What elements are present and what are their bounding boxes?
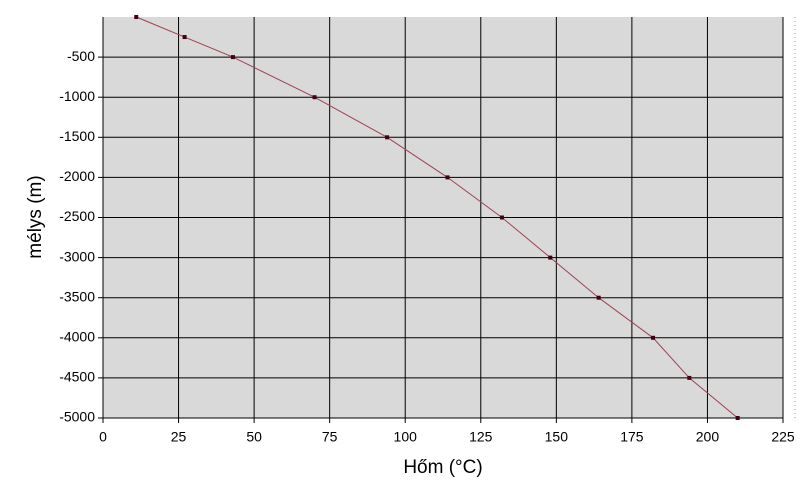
series-line bbox=[136, 16, 738, 419]
x-tick-label: 150 bbox=[545, 429, 569, 445]
point-marker bbox=[735, 416, 740, 420]
point-marker bbox=[596, 295, 601, 300]
point-marker bbox=[134, 15, 139, 19]
point-marker bbox=[385, 135, 390, 140]
x-tick-label: 175 bbox=[620, 429, 644, 445]
y-tick-label: -4500 bbox=[59, 369, 95, 385]
y-tick-label: -3000 bbox=[59, 248, 95, 264]
x-tick-label: 25 bbox=[171, 429, 187, 445]
x-axis-title: Hőm (°C) bbox=[403, 457, 482, 478]
y-axis-title: mélys (m) bbox=[25, 175, 46, 258]
x-tick-label: 75 bbox=[322, 429, 338, 445]
x-tick-label: 0 bbox=[99, 429, 107, 445]
y-tick-label: -2500 bbox=[59, 208, 95, 224]
point-marker bbox=[687, 375, 692, 380]
point-marker bbox=[651, 335, 656, 340]
x-tick-label: 125 bbox=[469, 429, 493, 445]
y-tick-label: -2000 bbox=[59, 168, 95, 184]
x-tick-label: 225 bbox=[771, 429, 795, 445]
point-marker bbox=[548, 255, 553, 260]
y-tick-label: -4000 bbox=[59, 329, 95, 345]
y-tick-label: -3500 bbox=[59, 288, 95, 304]
y-tick-label: -5000 bbox=[59, 409, 95, 425]
x-tick-label: 100 bbox=[394, 429, 418, 445]
y-tick-label: -1000 bbox=[59, 88, 95, 104]
point-marker bbox=[182, 35, 187, 40]
point-marker bbox=[445, 175, 450, 180]
y-tick-label: -1500 bbox=[59, 128, 95, 144]
y-tick-label: -500 bbox=[67, 48, 95, 64]
point-marker bbox=[499, 215, 504, 220]
point-marker bbox=[312, 95, 317, 100]
point-marker bbox=[230, 55, 235, 60]
x-tick-label: 200 bbox=[696, 429, 720, 445]
x-tick-label: 50 bbox=[246, 429, 262, 445]
